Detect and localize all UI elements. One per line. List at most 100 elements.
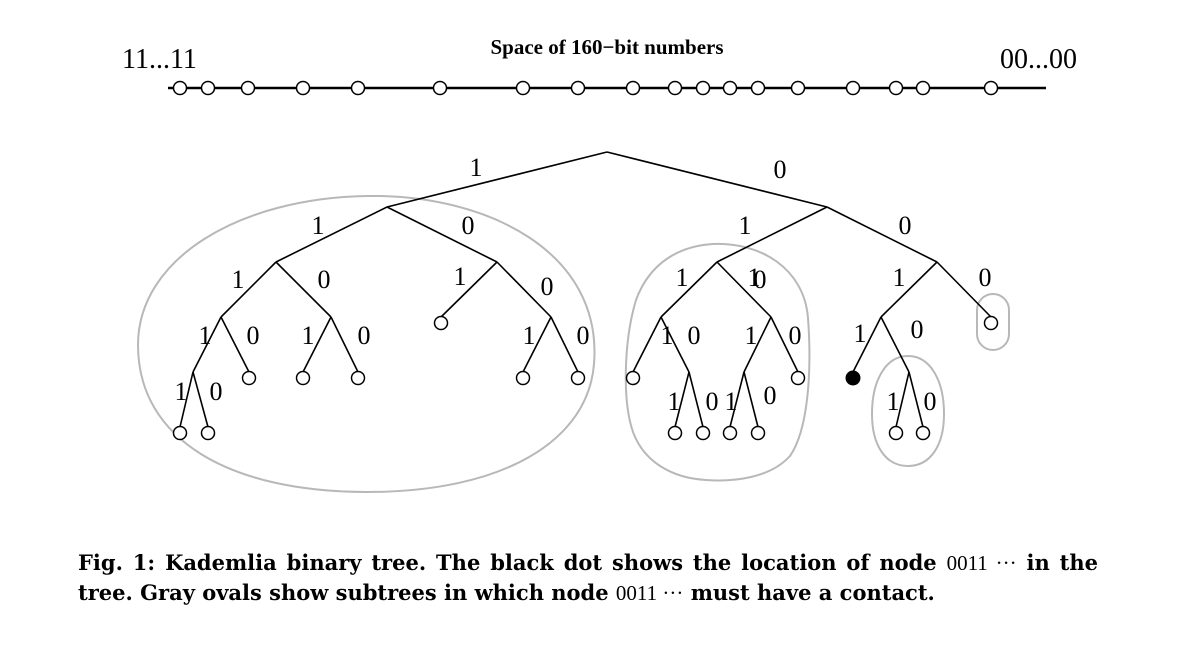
tree-edge: [770, 316, 799, 373]
caption-node-id-2: 0011 ···: [615, 581, 684, 605]
tree-edge: [674, 371, 690, 428]
tree-leaf-node: [695, 425, 711, 441]
tree-edge: [660, 316, 690, 373]
tree-edge: [275, 261, 332, 318]
number-line-point: [790, 80, 806, 96]
tree-edge: [440, 261, 498, 318]
subtree-oval-3: [870, 354, 946, 468]
tree-edge: [632, 316, 662, 373]
tree-edge-label: 0: [764, 381, 777, 410]
tree-edge-label: 0: [924, 387, 937, 416]
number-line-point: [200, 80, 216, 96]
tree-edge-label: 0: [899, 211, 912, 240]
caption-fig-label: Fig. 1:: [78, 550, 156, 575]
number-line-point: [915, 80, 931, 96]
tree-edge-label: 1: [676, 263, 689, 292]
tree-edge-label: 1: [745, 321, 758, 350]
tree-edge-label: 0: [706, 387, 719, 416]
tree-edge-label: 0: [247, 321, 260, 350]
tree-edge: [908, 371, 924, 428]
tree-leaf-node: [667, 425, 683, 441]
tree-edge-label: 0: [688, 321, 701, 350]
tree-edge: [716, 206, 828, 263]
tree-edge: [729, 371, 745, 428]
number-line-point: [625, 80, 641, 96]
number-line-points: [172, 80, 999, 96]
tree-edge: [743, 316, 772, 373]
tree-edge-label: 1: [668, 387, 681, 416]
tree-edge: [550, 316, 579, 373]
tree-leaf-node: [790, 370, 806, 386]
caption-text-3: must have a contact.: [690, 580, 935, 605]
number-line-point: [722, 80, 738, 96]
tree-edge-label: 0: [577, 321, 590, 350]
tree-leaf-node: [983, 315, 999, 331]
tree-edge: [716, 261, 772, 318]
tree-edge: [386, 206, 498, 263]
tree-edge: [220, 261, 277, 318]
number-line-point: [888, 80, 904, 96]
tree-edge: [179, 371, 194, 428]
tree-edge: [826, 206, 938, 263]
tree-leaf-node: [515, 370, 531, 386]
tree-edge-label: 0: [774, 155, 787, 184]
caption-text-2: in the tree. Gray ovals show subtrees in…: [78, 550, 1098, 605]
subtree-oval-1: [136, 194, 596, 494]
number-line-right-label: 00...00: [1000, 44, 1077, 75]
tree-leaf-node: [433, 315, 449, 331]
tree-leaves: [172, 315, 999, 441]
number-line-point: [667, 80, 683, 96]
subtree-oval-4: [976, 293, 1010, 351]
caption-text-1: Kademlia binary tree. The black dot show…: [165, 550, 937, 575]
tree-edge-label: 1: [232, 265, 245, 294]
number-line-point: [350, 80, 366, 96]
tree-edge: [880, 261, 938, 318]
tree-edge-label: 1: [312, 211, 325, 240]
tree-edge: [936, 261, 992, 318]
tree-edge-label: 0: [911, 315, 924, 344]
tree-leaf-node: [570, 370, 586, 386]
tree-edge-label: 0: [541, 272, 554, 301]
tree-edge-label: 0: [979, 263, 992, 292]
tree-edge-label: 0: [754, 265, 767, 294]
tree-leaf-node: [888, 425, 904, 441]
number-line-point: [515, 80, 531, 96]
tree-edge-label: 0: [358, 321, 371, 350]
tree-edge-label: 1: [887, 387, 900, 416]
tree-edges: [179, 151, 992, 428]
tree-edge-label: 1: [523, 321, 536, 350]
tree-edge: [688, 371, 704, 428]
number-line-point: [432, 80, 448, 96]
tree-edge-label: 1: [175, 377, 188, 406]
tree-edge: [660, 261, 718, 318]
tree-edge: [386, 151, 608, 208]
tree-edge-label: 1: [661, 321, 674, 350]
tree-leaf-node: [295, 370, 311, 386]
tree-edge: [522, 316, 552, 373]
highlighted-node-dot: [845, 370, 861, 386]
tree-edge: [275, 206, 388, 263]
tree-leaf-node: [172, 425, 188, 441]
tree-edge: [496, 261, 552, 318]
number-line-left-label: 11...11: [122, 44, 197, 75]
tree-edge-label: 1: [748, 263, 761, 292]
tree-edge: [192, 371, 209, 428]
tree-edge: [880, 316, 910, 373]
number-line-point: [845, 80, 861, 96]
tree-leaf-node: [241, 370, 257, 386]
tree-edge: [220, 316, 250, 373]
tree-edge-label: 1: [854, 319, 867, 348]
tree-leaf-node: [625, 370, 641, 386]
tree-edge-label: 1: [454, 262, 467, 291]
tree-edge: [895, 371, 910, 428]
number-line: Space of 160−bit numbers 11...11 00...00: [122, 35, 1077, 96]
tree-edge-label: 1: [199, 321, 212, 350]
tree-edge: [192, 316, 222, 373]
tree-leaf-node: [200, 425, 216, 441]
number-line-point: [172, 80, 188, 96]
tree-edge: [852, 316, 882, 373]
number-line-point: [570, 80, 586, 96]
tree-leaf-node: [722, 425, 738, 441]
tree-edge-label: 0: [462, 211, 475, 240]
